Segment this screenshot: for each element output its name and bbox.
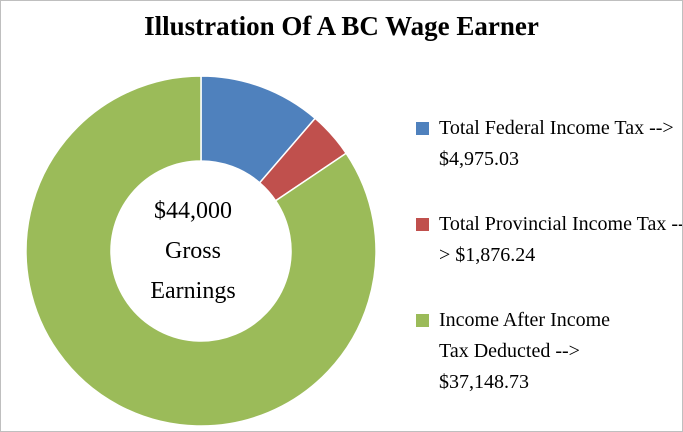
legend-swatch <box>416 314 429 327</box>
chart-title: Illustration Of A BC Wage Earner <box>144 11 539 41</box>
center-label: $44,000 Gross Earnings <box>150 198 236 304</box>
legend-label: Income After Income Tax Deducted --> $37… <box>439 309 611 393</box>
slice <box>25 75 377 427</box>
legend-item: Total Federal Income Tax --> $4,975.03 <box>416 113 682 175</box>
legend: Total Federal Income Tax --> $4,975.03 To… <box>416 113 683 431</box>
legend-swatch <box>416 122 429 135</box>
legend-label: Total Federal Income Tax --> $4,975.03 <box>439 117 674 170</box>
legend-swatch <box>416 218 429 231</box>
legend-label: Total Provincial Income Tax --> $1,876.2… <box>439 213 683 266</box>
legend-item: Income After Income Tax Deducted --> $37… <box>416 305 634 398</box>
legend-item: Total Provincial Income Tax --> $1,876.2… <box>416 209 683 271</box>
